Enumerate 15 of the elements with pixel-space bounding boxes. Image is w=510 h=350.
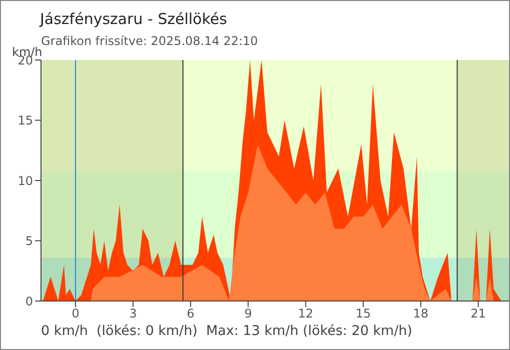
y-tick-label: 5 bbox=[25, 234, 33, 248]
y-tick-label: 10 bbox=[18, 174, 33, 188]
y-tick-label: 0 bbox=[25, 294, 33, 308]
x-tick-label: 12 bbox=[298, 306, 314, 321]
x-tick-label: 15 bbox=[356, 306, 371, 321]
chart-subtitle: Grafikon frissítve: 2025.08.14 22:10 bbox=[41, 34, 258, 48]
x-tick-label: 9 bbox=[244, 306, 252, 321]
x-tick-label: 21 bbox=[470, 306, 486, 321]
chart-title: Jászfényszaru - Széllökés bbox=[40, 10, 228, 28]
y-tick-label: 15 bbox=[18, 114, 33, 128]
x-tick-label: 3 bbox=[129, 306, 137, 321]
x-tick-label: 6 bbox=[186, 306, 194, 321]
x-tick-label: 0 bbox=[72, 306, 80, 321]
text: 0 km/h (lökés: 0 km/h) Max: 13 km/h (lökés: 20 km/h) bbox=[41, 323, 412, 339]
x-tick-label: 18 bbox=[413, 306, 428, 321]
